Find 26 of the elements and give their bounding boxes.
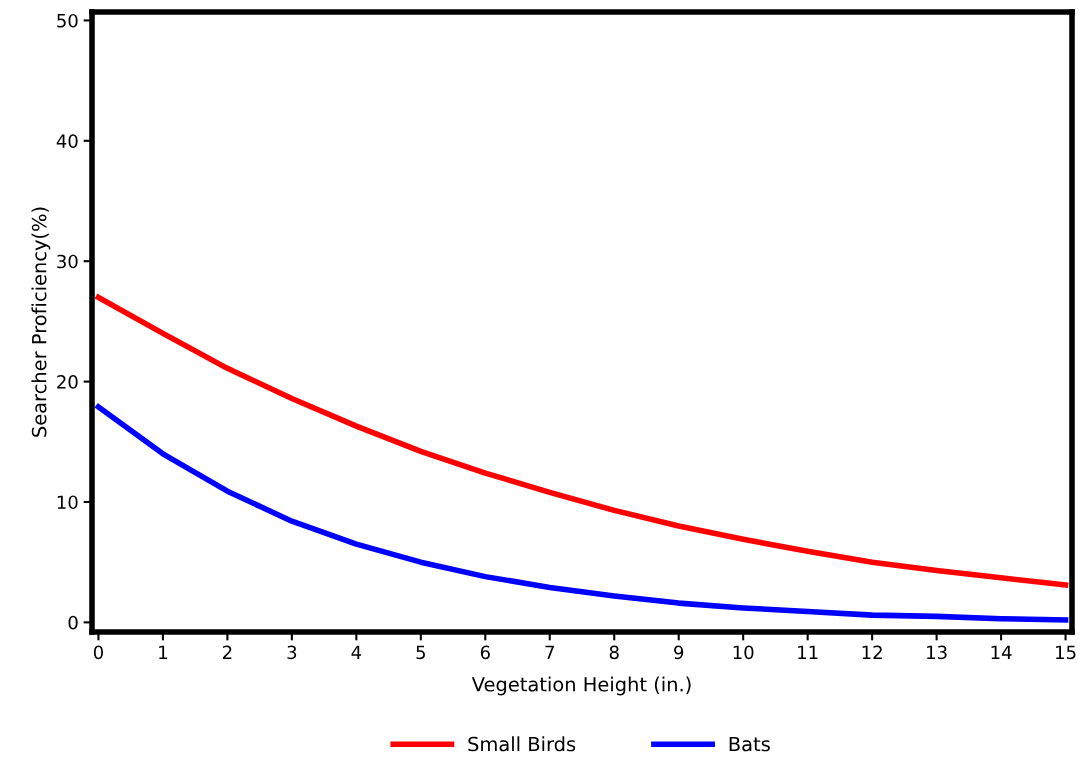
x-tick-label: 5 xyxy=(416,645,425,660)
legend-label: Small Birds xyxy=(468,736,576,752)
y-tick-label: 30 xyxy=(57,254,78,269)
y-tick-label: 0 xyxy=(68,615,78,630)
x-tick-label: 7 xyxy=(545,645,554,659)
x-tick-label: 0 xyxy=(93,645,103,660)
x-tick-label: 8 xyxy=(609,645,619,660)
x-tick-label: 15 xyxy=(1056,645,1076,660)
y-tick-label: 10 xyxy=(57,495,78,510)
x-tick-label: 10 xyxy=(733,645,754,660)
y-axis-title: Searcher Proficiency(%) xyxy=(31,207,51,437)
x-tick-label: 12 xyxy=(862,645,882,659)
x-tick-label: 1 xyxy=(159,645,167,659)
x-tick-label: 13 xyxy=(927,645,947,660)
y-tick-label: 20 xyxy=(57,375,78,389)
legend-label: Bats xyxy=(729,736,770,752)
x-tick-label: 11 xyxy=(798,645,818,659)
x-tick-label: 4 xyxy=(351,645,362,659)
x-axis-title: Vegetation Height (in.) xyxy=(471,676,691,696)
x-tick-label: 9 xyxy=(674,645,684,660)
x-tick-label: 2 xyxy=(222,645,232,659)
y-tick-label: 50 xyxy=(57,13,78,28)
x-tick-label: 6 xyxy=(480,645,490,660)
x-tick-label: 3 xyxy=(287,645,297,660)
y-tick-label: 40 xyxy=(56,134,78,148)
x-tick-label: 14 xyxy=(991,645,1012,659)
